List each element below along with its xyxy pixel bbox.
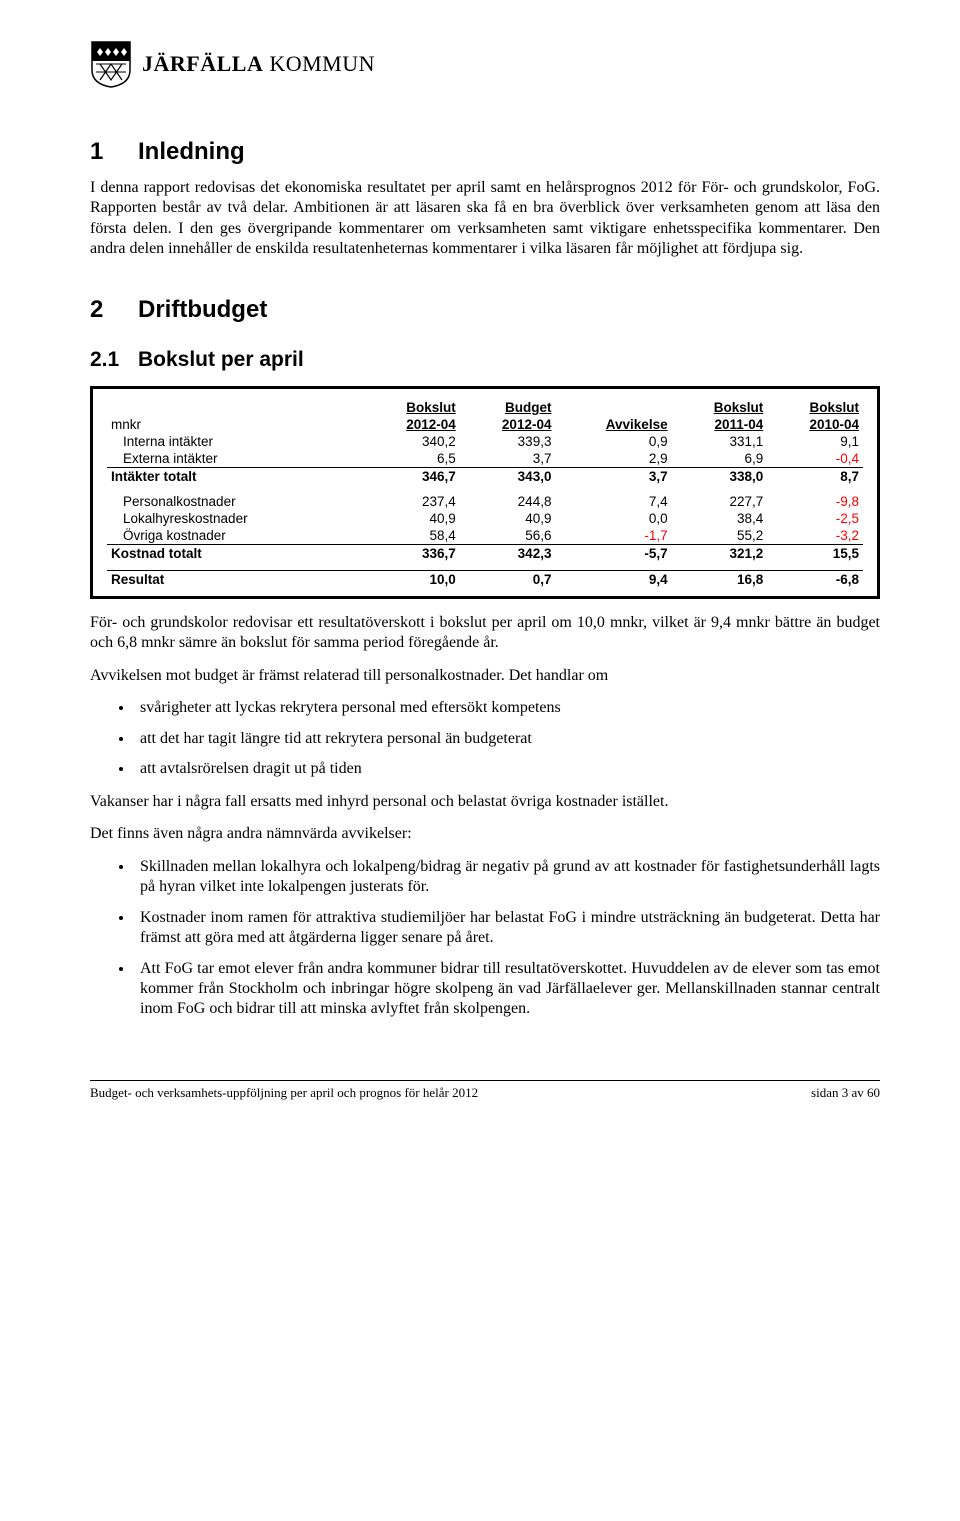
table-cell: 3,7 xyxy=(460,450,556,468)
table-cell: 342,3 xyxy=(460,544,556,562)
table-cell: 38,4 xyxy=(672,510,768,527)
table-cell: 227,7 xyxy=(672,493,768,510)
subsection-2-1-num: 2.1 xyxy=(90,348,138,372)
table-cell: 56,6 xyxy=(460,527,556,545)
table-rowlabel-header: mnkr xyxy=(107,416,364,433)
table-col-header-line2: Avvikelse xyxy=(555,416,671,433)
table-cell: 343,0 xyxy=(460,467,556,485)
table-col-header-line1 xyxy=(555,399,671,416)
section-1-title: Inledning xyxy=(138,138,245,165)
table-cell: 7,4 xyxy=(555,493,671,510)
table-cell: 346,7 xyxy=(364,467,460,485)
municipality-logo-icon xyxy=(90,40,132,88)
table-cell: 9,1 xyxy=(767,433,863,450)
table-cell: 3,7 xyxy=(555,467,671,485)
footer-left: Budget- och verksamhets-uppföljning per … xyxy=(90,1085,478,1101)
table-col-header-line1: Budget xyxy=(460,399,556,416)
bullet-list-2: Skillnaden mellan lokalhyra och lokalpen… xyxy=(90,857,880,1020)
bullet-list-1: svårigheter att lyckas rekrytera persona… xyxy=(90,698,880,779)
list-item: att avtalsrörelsen dragit ut på tiden xyxy=(134,759,880,779)
table-cell: 321,2 xyxy=(672,544,768,562)
table-col-header-line1: Bokslut xyxy=(767,399,863,416)
table-row-label: Kostnad totalt xyxy=(107,544,364,562)
table-cell: 331,1 xyxy=(672,433,768,450)
table-col-header-line1: Bokslut xyxy=(672,399,768,416)
table-row: Personalkostnader237,4244,87,4227,7-9,8 xyxy=(107,493,863,510)
table-cell: 0,9 xyxy=(555,433,671,450)
subsection-2-1-heading: 2.1Bokslut per april xyxy=(90,348,880,372)
table-row-label: Externa intäkter xyxy=(107,450,364,468)
table-row-label: Intäkter totalt xyxy=(107,467,364,485)
table-cell: -2,5 xyxy=(767,510,863,527)
org-name: JÄRFÄLLA KOMMUN xyxy=(142,51,375,77)
list-item: Kostnader inom ramen för attraktiva stud… xyxy=(134,908,880,949)
section-1-para: I denna rapport redovisas det ekonomiska… xyxy=(90,178,880,260)
table-col-header-line2: 2012-04 xyxy=(460,416,556,433)
after-bullets-para-1: Vakanser har i några fall ersatts med in… xyxy=(90,792,880,812)
table-cell: 244,8 xyxy=(460,493,556,510)
section-2-title: Driftbudget xyxy=(138,296,267,323)
table-row: Intäkter totalt346,7343,03,7338,08,7 xyxy=(107,467,863,485)
table-cell: 9,4 xyxy=(555,570,671,588)
table-row: Kostnad totalt336,7342,3-5,7321,215,5 xyxy=(107,544,863,562)
table-col-header-line2: 2011-04 xyxy=(672,416,768,433)
after-table-para-2: Avvikelsen mot budget är främst relatera… xyxy=(90,666,880,686)
table-row: Interna intäkter340,2339,30,9331,19,1 xyxy=(107,433,863,450)
table-cell: 6,9 xyxy=(672,450,768,468)
table-row-label: Resultat xyxy=(107,570,364,588)
table-row: Övriga kostnader58,456,6-1,755,2-3,2 xyxy=(107,527,863,545)
table-col-header-line2: 2012-04 xyxy=(364,416,460,433)
table-col-header-line2: 2010-04 xyxy=(767,416,863,433)
page-footer: Budget- och verksamhets-uppföljning per … xyxy=(90,1080,880,1101)
table-cell: 55,2 xyxy=(672,527,768,545)
table-cell: 339,3 xyxy=(460,433,556,450)
list-item: svårigheter att lyckas rekrytera persona… xyxy=(134,698,880,718)
table-row: Lokalhyreskostnader40,940,90,038,4-2,5 xyxy=(107,510,863,527)
table-cell: 0,0 xyxy=(555,510,671,527)
table-cell: -0,4 xyxy=(767,450,863,468)
table-cell: 58,4 xyxy=(364,527,460,545)
table-row-label: Personalkostnader xyxy=(107,493,364,510)
table-cell: 10,0 xyxy=(364,570,460,588)
table-cell: 340,2 xyxy=(364,433,460,450)
list-item: Skillnaden mellan lokalhyra och lokalpen… xyxy=(134,857,880,898)
page-header: JÄRFÄLLA KOMMUN xyxy=(90,40,880,88)
section-1-num: 1 xyxy=(90,138,138,166)
list-item: att det har tagit längre tid att rekryte… xyxy=(134,729,880,749)
table-cell: 237,4 xyxy=(364,493,460,510)
table-row-label: Lokalhyreskostnader xyxy=(107,510,364,527)
table-cell: -3,2 xyxy=(767,527,863,545)
table-cell: 16,8 xyxy=(672,570,768,588)
table-cell: 336,7 xyxy=(364,544,460,562)
list-item: Att FoG tar emot elever från andra kommu… xyxy=(134,959,880,1020)
section-2-heading: 2Driftbudget xyxy=(90,296,880,324)
table-col-header-line1: Bokslut xyxy=(364,399,460,416)
table-row-label: Övriga kostnader xyxy=(107,527,364,545)
table-cell: 2,9 xyxy=(555,450,671,468)
section-1-heading: 1Inledning xyxy=(90,138,880,166)
after-bullets-para-2: Det finns även några andra nämnvärda avv… xyxy=(90,824,880,844)
table-cell: 40,9 xyxy=(460,510,556,527)
table-cell: -9,8 xyxy=(767,493,863,510)
org-name-suffix: KOMMUN xyxy=(263,51,375,76)
after-table-para-1: För- och grundskolor redovisar ett resul… xyxy=(90,613,880,654)
table-cell: -5,7 xyxy=(555,544,671,562)
table-cell: 0,7 xyxy=(460,570,556,588)
footer-right: sidan 3 av 60 xyxy=(811,1085,880,1101)
table-cell: 40,9 xyxy=(364,510,460,527)
table-cell: 338,0 xyxy=(672,467,768,485)
subsection-2-1-title: Bokslut per april xyxy=(138,348,304,371)
finance-table: BokslutBudgetBokslutBokslut mnkr2012-042… xyxy=(90,386,880,599)
table-cell: 6,5 xyxy=(364,450,460,468)
table-row-label: Interna intäkter xyxy=(107,433,364,450)
table-cell: 8,7 xyxy=(767,467,863,485)
table-row: Externa intäkter6,53,72,96,9-0,4 xyxy=(107,450,863,468)
section-2-num: 2 xyxy=(90,296,138,324)
table-cell: -6,8 xyxy=(767,570,863,588)
table-cell: -1,7 xyxy=(555,527,671,545)
table-row: Resultat10,00,79,416,8-6,8 xyxy=(107,570,863,588)
table-cell: 15,5 xyxy=(767,544,863,562)
org-name-prefix: JÄRFÄLLA xyxy=(142,51,263,76)
